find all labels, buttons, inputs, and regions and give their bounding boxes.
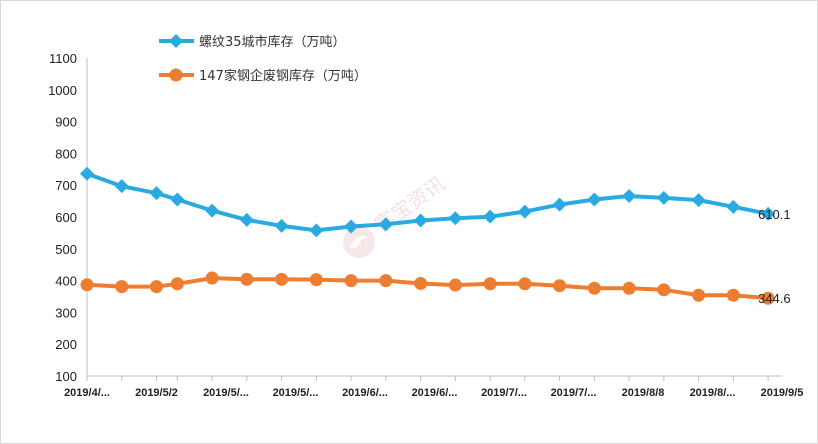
y-tick-label: 1100 [49, 51, 77, 66]
data-point [761, 291, 775, 305]
data-point [691, 193, 706, 208]
x-tick-label: 2019/4/... [64, 387, 110, 399]
data-point [552, 197, 567, 212]
data-point [378, 217, 393, 232]
legend-label: 螺纹35城市库存（万吨） [199, 34, 346, 50]
data-point [344, 219, 359, 234]
data-labels: 610.1 344.6 [758, 207, 791, 306]
y-tick-label: 300 [55, 305, 77, 320]
data-label: 610.1 [758, 207, 791, 222]
data-point [587, 192, 602, 207]
x-tick-label: 2019/7/... [551, 387, 597, 399]
legend-item: 147家钢企废钢库存（万吨） [159, 68, 367, 84]
data-point [150, 280, 163, 294]
data-point [726, 199, 741, 214]
y-tick-label: 100 [55, 369, 77, 384]
data-point [240, 272, 254, 286]
data-point [483, 277, 497, 291]
data-point [274, 218, 289, 233]
data-point [518, 277, 532, 291]
data-point [205, 271, 219, 285]
data-point [379, 274, 393, 288]
data-point [170, 277, 184, 291]
data-point [414, 276, 428, 290]
data-point [115, 280, 129, 294]
data-point [761, 206, 776, 221]
y-axis-ticks: 100 200 300 400 500 600 700 800 900 1000 1100 [48, 51, 77, 384]
data-point [657, 283, 671, 297]
y-tick-label: 1000 [48, 83, 77, 98]
axes [86, 58, 782, 377]
data-point [344, 274, 358, 288]
series-layer [80, 166, 776, 305]
data-point [448, 211, 463, 226]
y-tick-label: 600 [55, 210, 77, 225]
series-1 [80, 166, 776, 238]
y-tick-label: 400 [55, 274, 77, 289]
x-tick-label: 2019/5/... [273, 387, 319, 399]
data-point [80, 166, 94, 181]
data-point [553, 279, 567, 293]
data-point [149, 186, 164, 201]
legend-item: 螺纹35城市库存（万吨） [159, 34, 346, 50]
data-point [483, 209, 498, 224]
data-point [275, 272, 289, 286]
x-tick-label: 2019/5/2 [135, 387, 178, 399]
data-point [309, 273, 323, 287]
legend-marker [169, 34, 183, 48]
y-tick-label: 500 [55, 242, 77, 257]
legend-label: 147家钢企废钢库存（万吨） [199, 68, 367, 84]
y-tick-label: 200 [55, 337, 77, 352]
watermark-logo: 富宝资讯 [343, 172, 449, 258]
legend-marker [169, 68, 183, 82]
data-point [517, 204, 532, 219]
data-point [205, 203, 220, 218]
x-tick-label: 2019/8/... [690, 387, 736, 399]
data-point [656, 190, 671, 205]
x-tick-label: 2019/7/... [481, 387, 527, 399]
data-point [448, 278, 462, 292]
data-point [587, 281, 601, 295]
data-point [309, 223, 324, 238]
x-tick-label: 2019/8/8 [622, 387, 665, 399]
y-tick-label: 700 [55, 178, 77, 193]
legend: 螺纹35城市库存（万吨） 147家钢企废钢库存（万吨） [159, 34, 367, 84]
x-axis-ticks: 2019/4/... 2019/5/2 2019/5/... 2019/5/... 20… [64, 376, 803, 399]
data-point [114, 179, 129, 194]
x-tick-label: 2019/9/5 [761, 387, 804, 399]
data-point [413, 213, 428, 228]
x-tick-label: 2019/6/... [412, 387, 458, 399]
x-tick-label: 2019/5/... [203, 387, 249, 399]
series-2 [80, 271, 775, 305]
data-point [622, 189, 637, 204]
x-tick-label: 2019/6/... [342, 387, 388, 399]
data-point [622, 281, 636, 295]
data-point [170, 192, 185, 207]
data-point [726, 288, 740, 302]
y-tick-label: 900 [55, 115, 77, 130]
data-point [239, 212, 254, 227]
data-point [692, 288, 706, 302]
y-tick-label: 800 [55, 146, 77, 161]
data-point [80, 278, 94, 292]
data-label: 344.6 [758, 291, 791, 306]
